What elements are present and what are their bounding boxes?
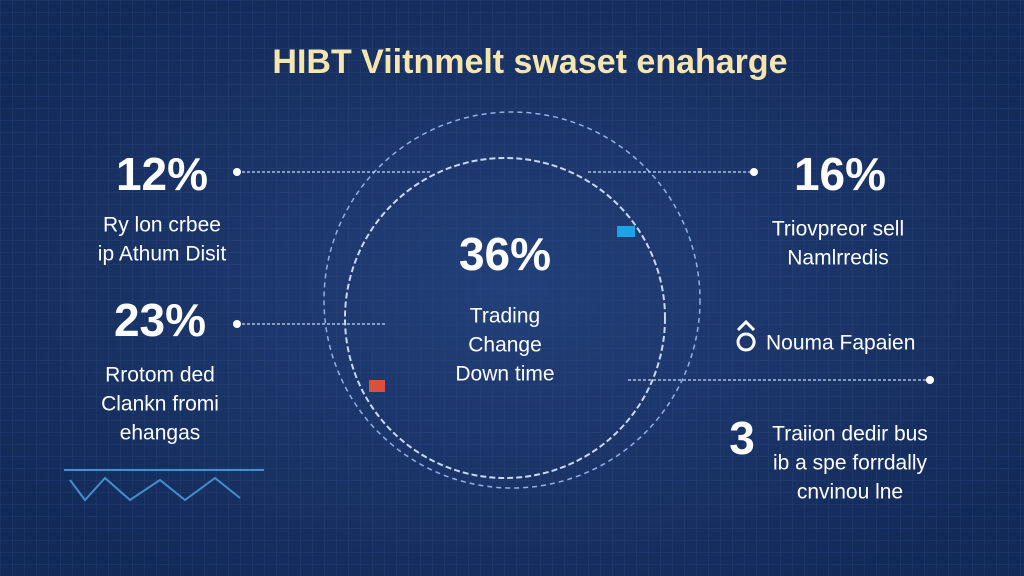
stat: 16% <box>794 148 886 200</box>
center-stat: 36% <box>459 228 551 280</box>
marker <box>617 226 635 237</box>
stat-line: Rrotom ded <box>105 364 215 387</box>
title: HIBT Viitnmelt swaset enaharge <box>272 43 787 81</box>
stat: 3 <box>729 412 755 464</box>
center-line: Change <box>468 334 542 357</box>
center-line: Down time <box>455 363 554 386</box>
ring-icon <box>736 319 756 352</box>
stat-line: Traiion dedir bus <box>772 423 928 446</box>
stat-line: Namlrredis <box>787 247 889 270</box>
stat: 12% <box>116 148 208 200</box>
connectors <box>237 171 930 381</box>
stat-line: cnvinou lne <box>797 481 903 504</box>
dot <box>926 376 934 384</box>
dot <box>233 320 241 328</box>
outer-ring <box>323 111 701 489</box>
stat-line: ip Athum Disit <box>98 243 227 266</box>
stat: 23% <box>114 294 206 346</box>
decor <box>64 469 264 502</box>
stat-line: ehangas <box>120 422 201 445</box>
dot <box>750 168 758 176</box>
label: Nouma Fapaien <box>766 332 915 355</box>
stat-line: ib a spe forrdally <box>773 452 928 475</box>
dots <box>233 168 934 384</box>
center-line: Trading <box>470 305 540 328</box>
dot <box>233 168 241 176</box>
stat-line: Triovpreor sell <box>772 218 904 241</box>
stat-line: Ry lon crbee <box>103 214 221 237</box>
marker <box>369 380 385 392</box>
inner-ring <box>344 157 666 479</box>
stat-line: Clankn fromi <box>101 393 219 416</box>
